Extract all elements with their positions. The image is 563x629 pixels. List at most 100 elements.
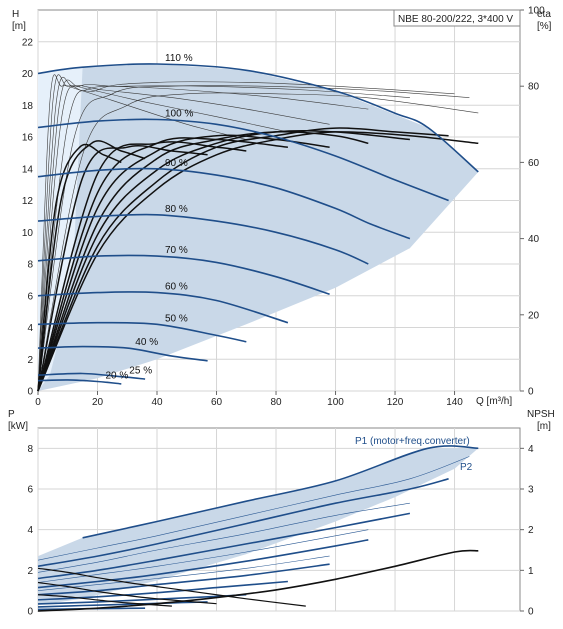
- speed-curve: [37, 345, 208, 362]
- efficiency-curve: [37, 134, 330, 392]
- speed-curve: [37, 372, 146, 380]
- head-tick-label: 16: [22, 133, 34, 144]
- p1-curve-label: P1 (motor+freq.converter): [355, 436, 470, 447]
- thin-efficiency-curve: [37, 74, 247, 392]
- head-tick-label: 22: [22, 37, 34, 48]
- speed-curves: [37, 63, 479, 385]
- efficiency-curves: [37, 127, 479, 392]
- speed-curve-labels: 110 % 100 % 90 % 80 % 70 % 60 % 50 % 40 % 25 %20…: [106, 53, 194, 382]
- head-tick-label: 20: [22, 69, 34, 80]
- thin-p1-curve: [37, 555, 330, 591]
- thin-efficiency-curve: [37, 74, 288, 392]
- speed-curve: [37, 213, 369, 265]
- speed-curve: [37, 321, 247, 343]
- flow-axis-label: Q [m³/h]: [476, 396, 512, 407]
- speed-curve: [37, 167, 411, 240]
- speed-curve-label: 40 %: [135, 337, 158, 348]
- efficiency-curve: [37, 137, 288, 392]
- p2-curve-label: P2: [460, 462, 473, 473]
- x-tick-label: 120: [387, 397, 404, 408]
- thin-p1-curve: [37, 456, 470, 561]
- x-tick-label: 60: [211, 397, 223, 408]
- speed-curve-label: 50 %: [165, 313, 188, 324]
- thin-efficiency-curve: [37, 85, 470, 392]
- head-plot-ticks: 0 20 40 60 80 100 120 140 0 2 4 6 8 10 12 14 16 18 20 22 0 20…: [22, 6, 545, 409]
- p2-curve: [37, 539, 369, 589]
- efficiency-curve: [37, 143, 122, 392]
- x-tick-label: 40: [151, 397, 163, 408]
- npsh-curve: [37, 594, 172, 607]
- npsh-tick-label: 0: [528, 607, 534, 618]
- head-tick-label: 0: [27, 387, 33, 398]
- efficiency-curve: [37, 141, 247, 392]
- npsh-curve: [37, 581, 217, 605]
- head-tick-label: 14: [22, 164, 34, 175]
- npsh-curve: [37, 567, 306, 607]
- npsh-tick-label: 2: [528, 525, 534, 536]
- thin-p1-curve: [37, 529, 369, 583]
- head-axis-label: H: [12, 9, 19, 20]
- speed-curve: [37, 118, 449, 202]
- speed-curve: [37, 63, 479, 173]
- power-tick-label: 4: [27, 525, 33, 536]
- power-tick-label: 6: [27, 485, 33, 496]
- speed-curve-label: 110 %: [165, 53, 193, 64]
- eta-tick-label: 0: [528, 387, 534, 398]
- npsh-axis-unit: [m]: [537, 421, 551, 432]
- power-tick-label: 2: [27, 566, 33, 577]
- efficiency-curve: [37, 140, 146, 392]
- x-tick-label: 20: [92, 397, 104, 408]
- x-tick-label: 0: [35, 397, 41, 408]
- speed-curve-label: 100 %: [165, 109, 193, 120]
- efficiency-curve: [37, 131, 479, 392]
- power-npsh-plot: 0 2 4 6 8 0 1 2 3 4 P [kW] NPSH [m] P1 (motor+fre…: [8, 409, 555, 618]
- npsh-tick-label: 4: [528, 444, 534, 455]
- thin-efficiency-curves: [37, 74, 479, 392]
- head-tick-label: 8: [27, 260, 33, 271]
- p2-curve: [37, 563, 330, 596]
- npsh-curves: [37, 549, 479, 612]
- p2-curves: [37, 478, 449, 611]
- efficiency-curve: [37, 129, 410, 392]
- speed-curve: [37, 291, 289, 324]
- p2-curve: [37, 601, 208, 608]
- thin-efficiency-curve: [37, 79, 369, 392]
- x-tick-label: 80: [270, 397, 282, 408]
- head-tick-label: 6: [27, 291, 33, 302]
- eta-tick-label: 40: [528, 234, 540, 245]
- power-plot-ticks: 0 2 4 6 8 0 1 2 3 4: [27, 444, 534, 618]
- p1-band-fill: [38, 448, 479, 605]
- head-tick-label: 2: [27, 355, 33, 366]
- p1-curve: [82, 445, 479, 539]
- speed-curve-label: 80 %: [165, 204, 188, 215]
- head-tick-label: 18: [22, 101, 34, 112]
- npsh-main-curve: [37, 549, 479, 612]
- p2-curve: [37, 512, 411, 580]
- head-efficiency-plot: 0 20 40 60 80 100 120 140 0 2 4 6 8 10 12 14 16 18 20 22 0 20…: [12, 6, 552, 409]
- speed-curve-label: 70 %: [165, 245, 188, 256]
- power-axis-label: P: [8, 409, 15, 420]
- npsh-axis-label: NPSH: [527, 409, 555, 420]
- speed-curve-label: 90 %: [165, 158, 188, 169]
- speed-curve-label: 25 %: [129, 366, 152, 377]
- title-box: [393, 9, 521, 27]
- power-axis-unit: [kW]: [8, 421, 28, 432]
- power-area: [38, 445, 479, 605]
- speed-curve: [37, 254, 330, 295]
- speed-curve-label: 20 %: [106, 371, 129, 382]
- power-tick-label: 8: [27, 444, 33, 455]
- eta-tick-label: 60: [528, 158, 540, 169]
- npsh-tick-label: 1: [528, 566, 534, 577]
- thin-efficiency-curve: [37, 77, 330, 392]
- head-axis-unit: [m]: [12, 21, 26, 32]
- chart-title: NBE 80-200/222, 3*400 V: [398, 14, 513, 25]
- eta-tick-label: 80: [528, 82, 540, 93]
- eta-axis-unit: [%]: [537, 21, 552, 32]
- thin-efficiency-curve: [37, 92, 479, 392]
- speed-curve-label: 60 %: [165, 282, 188, 293]
- thin-power-curves: [37, 456, 470, 591]
- p2-curve: [37, 478, 449, 568]
- x-tick-label: 140: [446, 397, 463, 408]
